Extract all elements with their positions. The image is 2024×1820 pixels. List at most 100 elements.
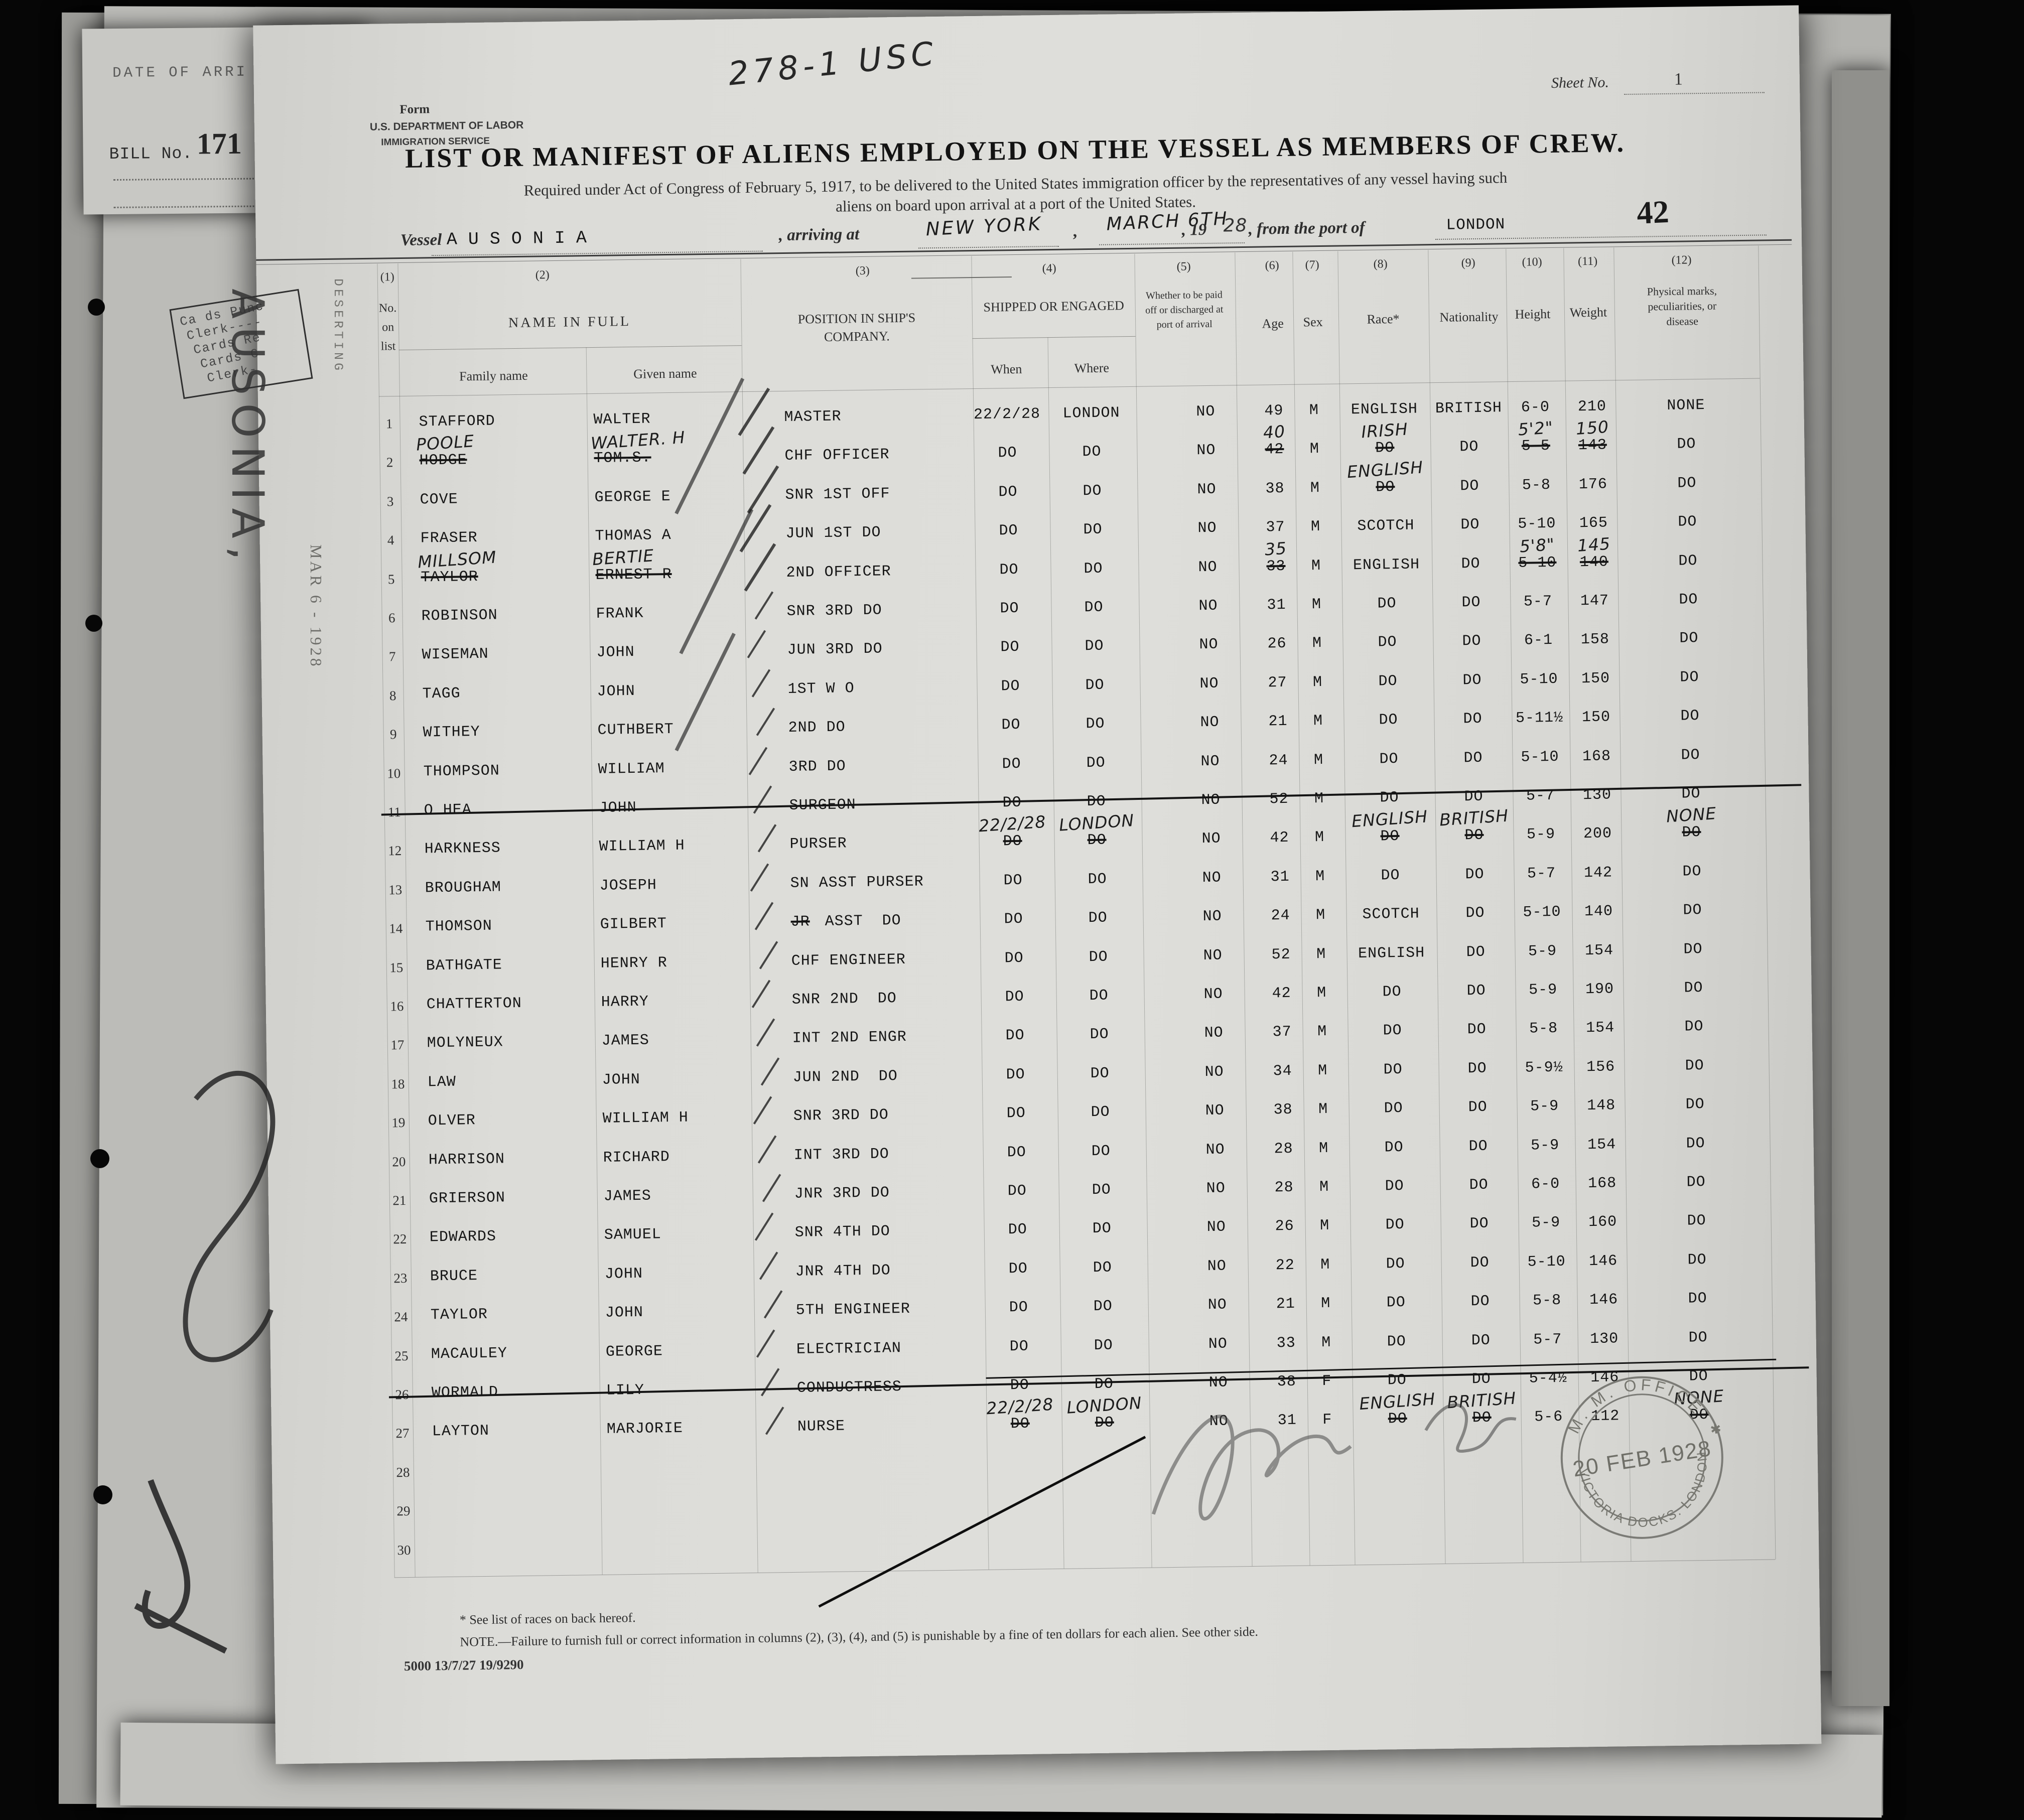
pencil-stroke (679, 508, 754, 654)
cell-shipped-where: DO (1088, 871, 1107, 888)
cell-marks: DO (1683, 902, 1702, 919)
cell-shipped-where: DO (1092, 1181, 1111, 1199)
cell-position: 2ND OFFICER (786, 563, 891, 582)
cell-family-name: EDWARDS (429, 1228, 497, 1246)
column-line (1337, 251, 1356, 1565)
cell-paid-off: NO (1203, 947, 1223, 964)
cell-height: 5-8 (1532, 1292, 1562, 1310)
cell-shipped-when: DO (1002, 794, 1022, 812)
cell-sex: M (1312, 635, 1322, 652)
cell-marks: DO (1688, 1329, 1708, 1347)
cell-weight: 165 (1579, 514, 1608, 532)
cell-paid-off: NO (1201, 791, 1221, 809)
cell-sex: M (1313, 751, 1324, 769)
row-number: 29 (396, 1503, 411, 1519)
cell-position: NURSE (797, 1418, 846, 1436)
check-mark (753, 1096, 772, 1125)
cell-nationality: DO (1466, 982, 1486, 1000)
cell-marks: DO (1678, 513, 1697, 531)
cell-sex: M (1309, 441, 1320, 458)
column-line (971, 256, 989, 1570)
cell-height: 5-10 (1520, 670, 1558, 688)
cell-age: 26 (1267, 635, 1287, 653)
header-age: Age (1262, 316, 1284, 331)
cell-height: 5-10 (1518, 515, 1556, 533)
cell-height: 5-10 (1527, 1253, 1566, 1271)
row-number: 3 (386, 494, 394, 509)
cell-race: DO (1386, 1255, 1405, 1273)
cell-shipped-where: DO (1094, 1337, 1114, 1354)
cell-marks: DO (1687, 1212, 1706, 1230)
handwritten-giv: WALTER. H (590, 428, 686, 454)
cell-shipped-where: DO (1087, 832, 1107, 850)
handwritten-whr: LONDON (1058, 810, 1135, 835)
cell-given-name: HENRY R (600, 954, 667, 972)
cell-race: DO (1383, 1022, 1402, 1040)
cell-race: DO (1376, 478, 1395, 496)
cell-family-name: MACAULEY (431, 1344, 508, 1363)
cell-marks: DO (1688, 1290, 1707, 1308)
cell-given-name: CUTHBERT (597, 721, 674, 740)
cell-given-name: HARRY (601, 993, 649, 1011)
cell-height: 5-9 (1528, 942, 1557, 960)
column-line (1613, 247, 1632, 1562)
check-mark (762, 1174, 781, 1202)
check-mark (750, 863, 769, 892)
row-number: 14 (389, 921, 403, 936)
cell-shipped-where: DO (1084, 599, 1104, 617)
cell-height: 5-7 (1527, 865, 1556, 883)
cell-paid-off: NO (1198, 597, 1218, 615)
cell-position: JUN 1ST DO (785, 524, 881, 543)
check-mark (760, 1057, 780, 1086)
cell-shipped-when: DO (999, 561, 1019, 579)
dotted-line (113, 205, 280, 208)
cell-given-name: JOHN (604, 1265, 643, 1283)
arrival-port: NEW YORK (925, 213, 1043, 240)
from-port-label: , from the port of (1248, 218, 1365, 238)
cell-shipped-when: DO (1001, 717, 1021, 734)
header-no-on-list: No. on list (378, 302, 397, 353)
handwritten-whr: LONDON (1066, 1393, 1143, 1418)
cell-race: DO (1383, 1061, 1403, 1079)
cell-family-name: OLVER (428, 1112, 476, 1130)
cell-family-name: BATHGATE (426, 956, 503, 975)
cell-paid-off: NO (1206, 1180, 1226, 1198)
cell-shipped-when: DO (1007, 1144, 1026, 1161)
cell-family-name: HARKNESS (424, 839, 501, 858)
cell-race: DO (1385, 1177, 1404, 1195)
row-number: 9 (389, 727, 397, 742)
check-mark (744, 543, 776, 592)
cell-paid-off: NO (1204, 1025, 1224, 1042)
row-number: 21 (392, 1192, 407, 1208)
cell-family-name: WITHEY (423, 724, 480, 742)
row-number: 1 (385, 416, 393, 432)
handwritten-hgt: 5'2" (1517, 417, 1554, 440)
header-name-in-full: NAME IN FULL (508, 313, 631, 331)
check-mark (747, 630, 766, 659)
cell-height: 6-0 (1531, 1175, 1560, 1193)
cell-shipped-when: DO (1000, 600, 1019, 618)
cell-family-name: TAYLOR (430, 1306, 488, 1324)
cell-shipped-when: DO (1009, 1338, 1029, 1355)
pencil-signature (1151, 1403, 1517, 1520)
cell-paid-off: NO (1196, 403, 1216, 421)
cell-nationality: DO (1461, 594, 1481, 612)
cell-sex: M (1315, 907, 1326, 924)
cell-age: 49 (1264, 402, 1284, 420)
cell-paid-off: NO (1200, 753, 1220, 770)
cell-nationality: DO (1467, 1060, 1487, 1078)
cell-weight: 142 (1583, 864, 1613, 882)
cell-shipped-when: 22/2/28 (973, 405, 1041, 424)
cell-sex: M (1311, 557, 1321, 575)
cell-given-name: MARJORIE (606, 1420, 684, 1439)
cell-marks: DO (1679, 630, 1699, 648)
cell-shipped-where: DO (1095, 1414, 1115, 1432)
cell-position: ELECTRICIAN (796, 1339, 902, 1358)
handwritten-mks: NONE (1665, 803, 1717, 827)
cell-race: ENGLISH (1351, 400, 1418, 419)
cell-marks: DO (1683, 940, 1703, 958)
cell-family-name: THOMSON (425, 917, 493, 936)
cell-shipped-where: DO (1082, 444, 1102, 461)
handwritten-whn: 22/2/28 (978, 812, 1047, 836)
cell-shipped-when: DO (1003, 833, 1022, 851)
